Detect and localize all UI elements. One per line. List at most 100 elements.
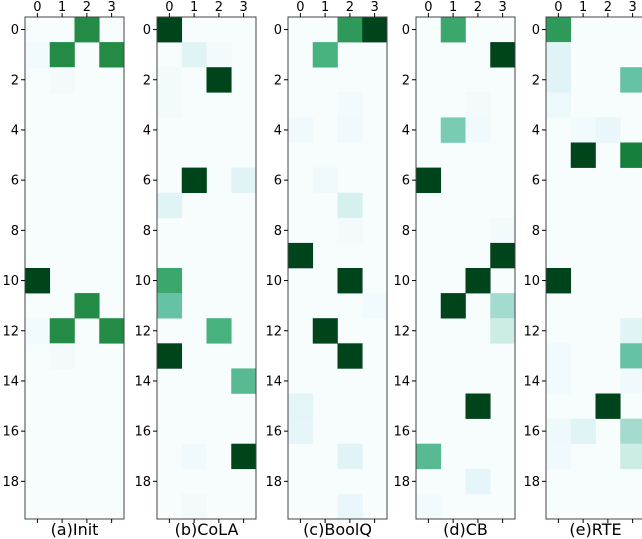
y-tick-label: 6 <box>143 174 151 189</box>
y-tick-label: 10 <box>393 274 410 289</box>
heatmap-cell <box>620 418 642 444</box>
y-tick-label: 12 <box>134 324 151 339</box>
x-tick-label: 3 <box>370 0 378 15</box>
heatmap-frame <box>156 16 257 520</box>
y-tick-label: 4 <box>274 123 282 138</box>
heatmap-cell <box>490 293 516 319</box>
y-tick-label: 14 <box>393 374 410 389</box>
y-tick-label: 10 <box>265 274 282 289</box>
heatmap-cell <box>337 117 363 143</box>
heatmap-cell <box>25 42 51 68</box>
y-tick-label: 8 <box>402 224 410 239</box>
panel-caption: (e)RTE <box>569 520 621 539</box>
heatmap-cell <box>74 293 100 319</box>
y-tick-label: 6 <box>402 174 410 189</box>
heatmap-cell <box>620 343 642 369</box>
heatmap-cell <box>231 167 257 193</box>
x-tick-label: 2 <box>604 0 612 15</box>
heatmap-cell <box>546 418 572 444</box>
heatmap-cell <box>49 318 75 344</box>
heatmap-cell <box>337 443 363 470</box>
heatmap-cell <box>181 493 207 520</box>
heatmap-cell <box>416 493 442 520</box>
y-tick-label: 4 <box>143 123 151 138</box>
heatmap-cell <box>157 192 183 219</box>
y-tick-label: 10 <box>2 274 19 289</box>
heatmap-cell <box>288 117 314 143</box>
heatmap-cell <box>546 67 572 93</box>
x-tick-label: 2 <box>83 0 91 15</box>
heatmap-cell <box>546 17 572 43</box>
y-tick-label: 16 <box>265 425 282 440</box>
heatmap-cell <box>99 318 125 344</box>
y-tick-label: 18 <box>523 475 540 490</box>
heatmap-cell <box>312 167 338 193</box>
y-tick-label: 18 <box>2 475 19 490</box>
heatmap-cell <box>288 418 314 444</box>
heatmap-cell <box>620 318 642 344</box>
heatmap-cell <box>595 117 621 143</box>
panel-caption: (a)Init <box>51 520 99 539</box>
y-tick-label: 0 <box>143 23 151 38</box>
y-tick-label: 8 <box>11 224 19 239</box>
heatmap-cell <box>490 318 516 344</box>
heatmap-cell <box>337 17 363 43</box>
y-tick-label: 2 <box>532 73 540 88</box>
panel-caption: (b)CoLA <box>175 520 239 539</box>
heatmap-cell <box>157 67 183 93</box>
y-tick-label: 12 <box>2 324 19 339</box>
heatmap-cell <box>157 92 183 118</box>
heatmap-cell <box>416 167 442 193</box>
y-tick-label: 0 <box>532 23 540 38</box>
y-tick-label: 14 <box>2 374 19 389</box>
heatmap-cell <box>337 192 363 219</box>
heatmap-cell <box>465 117 491 143</box>
y-tick-label: 12 <box>393 324 410 339</box>
heatmap-cell <box>157 268 183 294</box>
heatmap-cell <box>620 142 642 168</box>
y-tick-label: 2 <box>143 73 151 88</box>
y-tick-label: 14 <box>134 374 151 389</box>
heatmap-cell <box>99 42 125 68</box>
heatmap-frame <box>24 16 125 520</box>
heatmap-cell <box>620 368 642 394</box>
x-tick-label: 1 <box>190 0 198 15</box>
heatmap-cell <box>49 343 75 369</box>
y-tick-label: 14 <box>265 374 282 389</box>
heatmap-cell <box>490 42 516 68</box>
panel-caption: (c)BoolQ <box>303 520 372 539</box>
x-tick-label: 0 <box>554 0 562 15</box>
heatmap-cell <box>157 343 183 369</box>
x-tick-label: 1 <box>58 0 66 15</box>
y-tick-label: 0 <box>274 23 282 38</box>
heatmap-cell <box>206 42 232 68</box>
y-tick-label: 10 <box>523 274 540 289</box>
heatmap-cell <box>337 217 363 244</box>
heatmap-cell <box>337 493 363 520</box>
heatmap-cell <box>25 268 51 294</box>
heatmap-frame <box>287 16 388 520</box>
heatmap-cell <box>206 67 232 93</box>
y-tick-label: 16 <box>393 425 410 440</box>
x-tick-label: 1 <box>579 0 587 15</box>
heatmap-cell <box>570 142 596 168</box>
x-tick-label: 0 <box>165 0 173 15</box>
heatmap-cell <box>157 293 183 319</box>
heatmap-cell <box>620 443 642 470</box>
heatmap-cell <box>465 268 491 294</box>
panel-caption: (d)CB <box>443 520 488 539</box>
heatmap-cell <box>595 393 621 419</box>
x-tick-label: 2 <box>346 0 354 15</box>
y-tick-label: 16 <box>134 425 151 440</box>
heatmap-cell <box>465 393 491 419</box>
heatmap-cell <box>312 318 338 344</box>
x-tick-label: 0 <box>33 0 41 15</box>
heatmap-cell <box>337 92 363 118</box>
y-tick-label: 18 <box>393 475 410 490</box>
heatmap-cell <box>25 318 51 344</box>
heatmap-cell <box>465 92 491 118</box>
x-tick-label: 2 <box>474 0 482 15</box>
